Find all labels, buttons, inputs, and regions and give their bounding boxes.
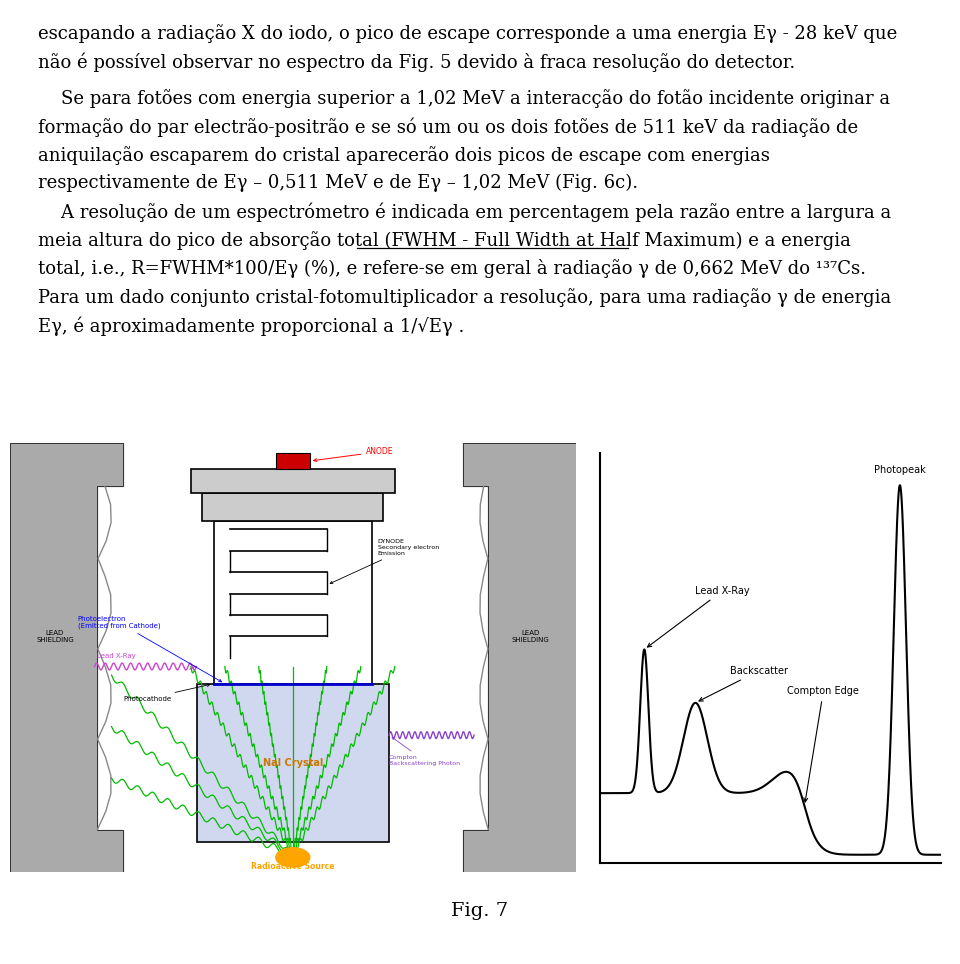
Text: escapando a radiação X do iodo, o pico de escape corresponde a uma energia Eγ - : escapando a radiação X do iodo, o pico d… [38, 24, 898, 43]
Text: Eγ, é aproximadamente proporcional a 1/√Eγ .: Eγ, é aproximadamente proporcional a 1/√… [38, 316, 465, 335]
Text: ANODE: ANODE [314, 447, 394, 462]
Text: Lead X-Ray: Lead X-Ray [648, 586, 750, 647]
Text: formação do par electrão-positrão e se só um ou os dois fotões de 511 keV da rad: formação do par electrão-positrão e se s… [38, 117, 858, 137]
Text: LEAD
SHIELDING: LEAD SHIELDING [512, 630, 549, 643]
Text: NaI Crystal: NaI Crystal [263, 758, 323, 768]
Text: LEAD
SHIELDING: LEAD SHIELDING [36, 630, 74, 643]
Text: respectivamente de Eγ – 0,511 MeV e de Eγ – 1,02 MeV (Fig. 6c).: respectivamente de Eγ – 0,511 MeV e de E… [38, 174, 638, 192]
Text: Radioactive Source: Radioactive Source [252, 862, 334, 871]
Text: A resolução de um espectrómetro é indicada em percentagem pela razão entre a lar: A resolução de um espectrómetro é indica… [38, 202, 892, 222]
Text: Photoelectron
(Emitted from Cathode): Photoelectron (Emitted from Cathode) [78, 616, 222, 682]
Bar [203, 493, 383, 521]
Text: Compton
Backscattering Photon: Compton Backscattering Photon [389, 737, 460, 766]
Text: Fig. 7: Fig. 7 [451, 902, 509, 920]
Bar [191, 469, 395, 493]
Text: Backscatter: Backscatter [699, 666, 787, 701]
Bar [276, 453, 310, 469]
Text: não é possível observar no espectro da Fig. 5 devido à fraca resolução do detect: não é possível observar no espectro da F… [38, 52, 796, 72]
Ellipse shape [276, 847, 310, 867]
Text: meia altura do pico de absorção total (FWHM - Full Width at Half Maximum) e a en: meia altura do pico de absorção total (F… [38, 230, 852, 250]
Text: Photopeak: Photopeak [874, 466, 925, 475]
Text: DYNODE
Secondary electron
Emission: DYNODE Secondary electron Emission [330, 540, 439, 583]
Bar [197, 683, 389, 843]
Text: Photocathode: Photocathode [123, 683, 210, 702]
Text: Compton Edge: Compton Edge [787, 686, 859, 802]
Polygon shape [10, 443, 123, 872]
Text: total, i.e., R=FWHM*100/Eγ (%), e refere-se em geral à radiação γ de 0,662 MeV d: total, i.e., R=FWHM*100/Eγ (%), e refere… [38, 259, 866, 279]
Text: aniquilação escaparem do cristal aparecerão dois picos de escape com energias: aniquilação escaparem do cristal aparece… [38, 146, 770, 165]
Polygon shape [463, 443, 576, 872]
Text: Para um dado conjunto cristal-fotomultiplicador a resolução, para uma radiação γ: Para um dado conjunto cristal-fotomultip… [38, 287, 892, 307]
Bar [213, 521, 372, 683]
Text: Lead X-Ray: Lead X-Ray [97, 653, 136, 659]
Text: Se para fotões com energia superior a 1,02 MeV a interacção do fotão incidente o: Se para fotões com energia superior a 1,… [38, 89, 891, 108]
